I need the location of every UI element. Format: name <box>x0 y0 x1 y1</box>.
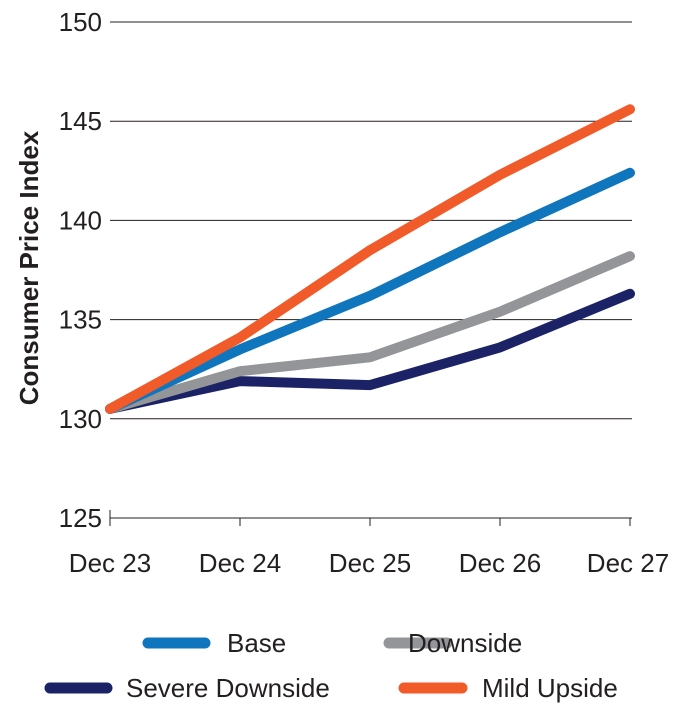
y-axis-label: Consumer Price Index <box>14 130 44 405</box>
legend: Base Downside Severe Downside Mild Upside <box>44 628 618 703</box>
y-tick-label: 150 <box>59 7 102 37</box>
series-lines <box>105 104 635 414</box>
y-tick-label: 145 <box>59 106 102 136</box>
x-tick-label: Dec 27 <box>587 548 669 578</box>
series-line-downside <box>105 251 635 414</box>
legend-label-severe-downside: Severe Downside <box>126 673 330 703</box>
y-tick-label: 130 <box>59 404 102 434</box>
y-tick-label: 140 <box>59 205 102 235</box>
series-line-base <box>105 167 635 414</box>
y-tick-label: 125 <box>59 503 102 533</box>
gridlines <box>110 21 632 420</box>
x-tick-label: Dec 24 <box>199 548 281 578</box>
x-tick-label: Dec 26 <box>459 548 541 578</box>
x-tick-label: Dec 25 <box>329 548 411 578</box>
y-tick-labels: 125 130 135 140 145 150 <box>59 7 102 533</box>
x-tick-label: Dec 23 <box>69 548 151 578</box>
series-line-mild-upside <box>105 104 635 414</box>
legend-label-base: Base <box>227 628 286 658</box>
series-line-severe-downside <box>105 288 635 414</box>
y-tick-label: 135 <box>59 305 102 335</box>
legend-label-mild-upside: Mild Upside <box>482 673 618 703</box>
x-tick-labels: Dec 23 Dec 24 Dec 25 Dec 26 Dec 27 <box>69 548 669 578</box>
legend-label-downside: Downside <box>408 628 522 658</box>
axes <box>109 510 632 526</box>
